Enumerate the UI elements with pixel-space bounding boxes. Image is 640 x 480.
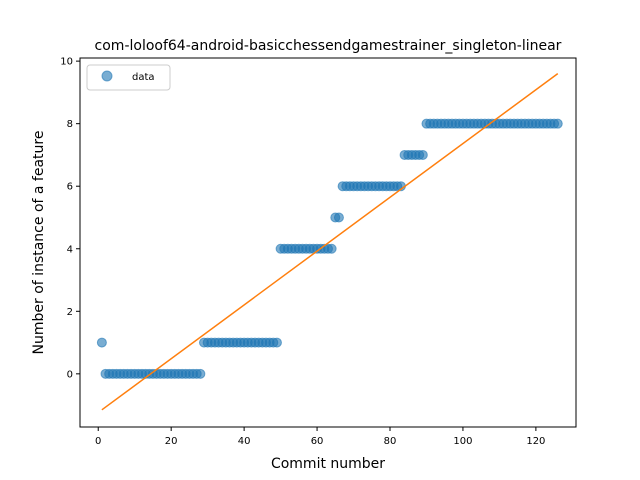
plot-area: [96, 73, 563, 411]
y-tick-label: 4: [67, 244, 73, 255]
x-axis: 0 20 40 60 80 100 120: [95, 427, 545, 447]
x-tick-label: 60: [311, 436, 324, 447]
y-tick-label: 10: [60, 57, 73, 68]
y-tick-label: 8: [67, 119, 73, 130]
y-axis-label: Number of instance of a feature: [31, 131, 47, 355]
data-point: [96, 337, 107, 348]
x-axis-label: Commit number: [271, 456, 385, 472]
legend-box: [86, 64, 171, 91]
y-tick-label: 6: [67, 182, 73, 193]
data-point: [417, 149, 428, 160]
data-point: [195, 368, 206, 379]
legend-marker: [101, 70, 113, 82]
x-tick-label: 40: [238, 436, 251, 447]
chart-title: com-loloof64-android-basicchessendgamest…: [95, 38, 562, 54]
data-point: [271, 337, 282, 348]
y-tick-label: 0: [67, 369, 73, 380]
x-tick-label: 0: [95, 436, 101, 447]
legend: data: [86, 64, 171, 91]
data-point: [552, 118, 563, 129]
x-tick-label: 100: [453, 436, 472, 447]
linear-fit-line: [101, 73, 559, 411]
x-tick-label: 20: [165, 436, 178, 447]
legend-label-data: data: [132, 72, 155, 83]
x-tick-label: 80: [384, 436, 397, 447]
data-point: [326, 243, 337, 254]
x-tick-label: 120: [526, 436, 545, 447]
data-point: [333, 212, 344, 223]
y-tick-label: 2: [67, 307, 73, 318]
y-axis: 0 2 4 6 8 10: [60, 57, 80, 380]
axes-frame: [79, 57, 577, 428]
